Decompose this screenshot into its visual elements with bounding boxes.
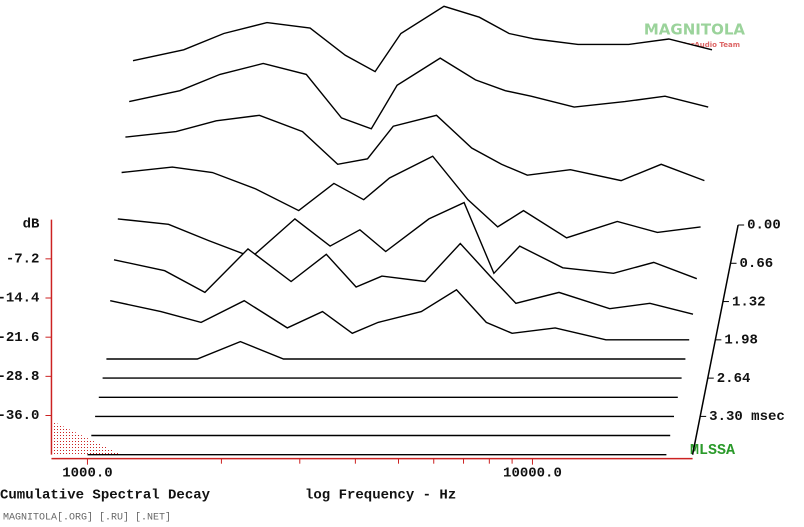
time-tick-label: 1.32 <box>732 294 766 310</box>
decay-slice <box>117 201 698 280</box>
time-tick-label: 0.66 <box>740 256 774 272</box>
decay-slice <box>132 5 713 73</box>
decay-slice <box>129 57 709 130</box>
y-tick-label: -28.8 <box>0 369 39 385</box>
y-tick-label: -36.0 <box>0 408 39 424</box>
y-axis-label: dB <box>23 216 40 232</box>
decay-slice <box>121 155 701 239</box>
y-tick-label: -7.2 <box>6 252 40 268</box>
x-axis-label: log Frequency - Hz <box>305 488 456 504</box>
decay-slice <box>125 114 705 182</box>
x-tick-label: 1000.0 <box>62 465 112 481</box>
decay-slice <box>113 242 694 315</box>
time-tick-label: 0.00 <box>747 218 781 234</box>
brand: MLSSA <box>690 442 735 459</box>
decay-slice <box>110 288 690 341</box>
floor-edge <box>51 420 122 455</box>
footer: MAGNITOLA[.ORG] [.RU] [.NET] <box>3 512 171 524</box>
time-tick-label: 1.98 <box>724 333 758 349</box>
time-tick-label: 3.30 msec <box>709 409 785 425</box>
slice-fill <box>110 289 690 340</box>
logo-sub: CarAudio Team <box>681 41 740 49</box>
time-tick-label: 2.64 <box>717 371 751 387</box>
chart-title: Cumulative Spectral Decay <box>0 488 211 504</box>
slice-fill <box>114 243 693 321</box>
logo: MAGNITOLA <box>644 21 746 39</box>
decay-slice <box>106 340 686 360</box>
y-tick-label: -14.4 <box>0 291 39 307</box>
x-tick-label: 10000.0 <box>503 465 562 481</box>
slice-fill <box>106 341 686 359</box>
y-tick-label: -21.6 <box>0 330 39 346</box>
